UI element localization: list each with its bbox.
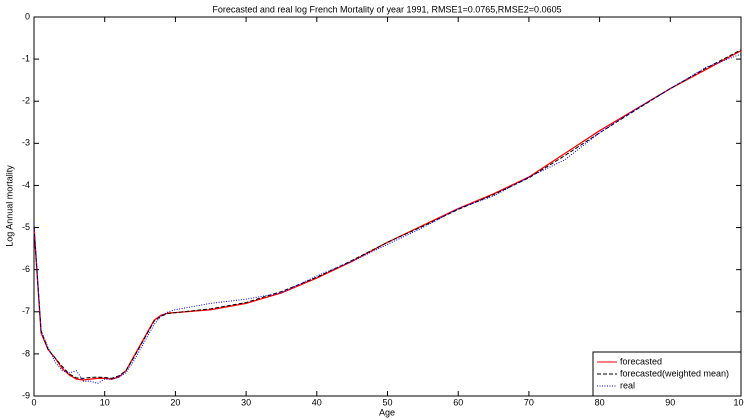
line-series [33, 49, 742, 379]
x-tick-label: 20 [170, 397, 180, 407]
y-tick-label: -2 [22, 96, 30, 106]
x-tick-label: 70 [524, 397, 534, 407]
y-tick-label: 0 [25, 11, 30, 21]
legend-label: forecasted(weighted mean) [620, 368, 729, 378]
y-tick-label: -9 [22, 390, 30, 400]
x-tick-label: 90 [665, 397, 675, 407]
y-tick-label: -7 [22, 306, 30, 316]
x-tick-label: 60 [453, 397, 463, 407]
legend-label: forecasted [620, 356, 662, 366]
x-tick-label: 40 [312, 397, 322, 407]
line-series [33, 50, 742, 381]
line-series [33, 53, 742, 384]
plot-frame [33, 16, 742, 397]
y-tick-label: -3 [22, 138, 30, 148]
x-tick-label: 30 [241, 397, 251, 407]
y-axis-label: Log Annual mortality [4, 165, 14, 247]
chart-title: Forecasted and real log French Mortality… [212, 4, 561, 14]
x-tick-label: 0 [31, 397, 36, 407]
y-tick-label: -5 [22, 222, 30, 232]
y-tick-label: -6 [22, 264, 30, 274]
x-tick-label: 10 [100, 397, 110, 407]
y-tick-label: -8 [22, 348, 30, 358]
y-tick-label: -4 [22, 180, 30, 190]
x-tick-label: 50 [382, 397, 392, 407]
x-axis-label: Age [379, 407, 395, 417]
legend-label: real [620, 380, 635, 390]
x-tick-label: 100 [733, 397, 744, 407]
legend-box [592, 351, 742, 397]
x-tick-label: 80 [595, 397, 605, 407]
y-tick-label: -1 [22, 53, 30, 63]
